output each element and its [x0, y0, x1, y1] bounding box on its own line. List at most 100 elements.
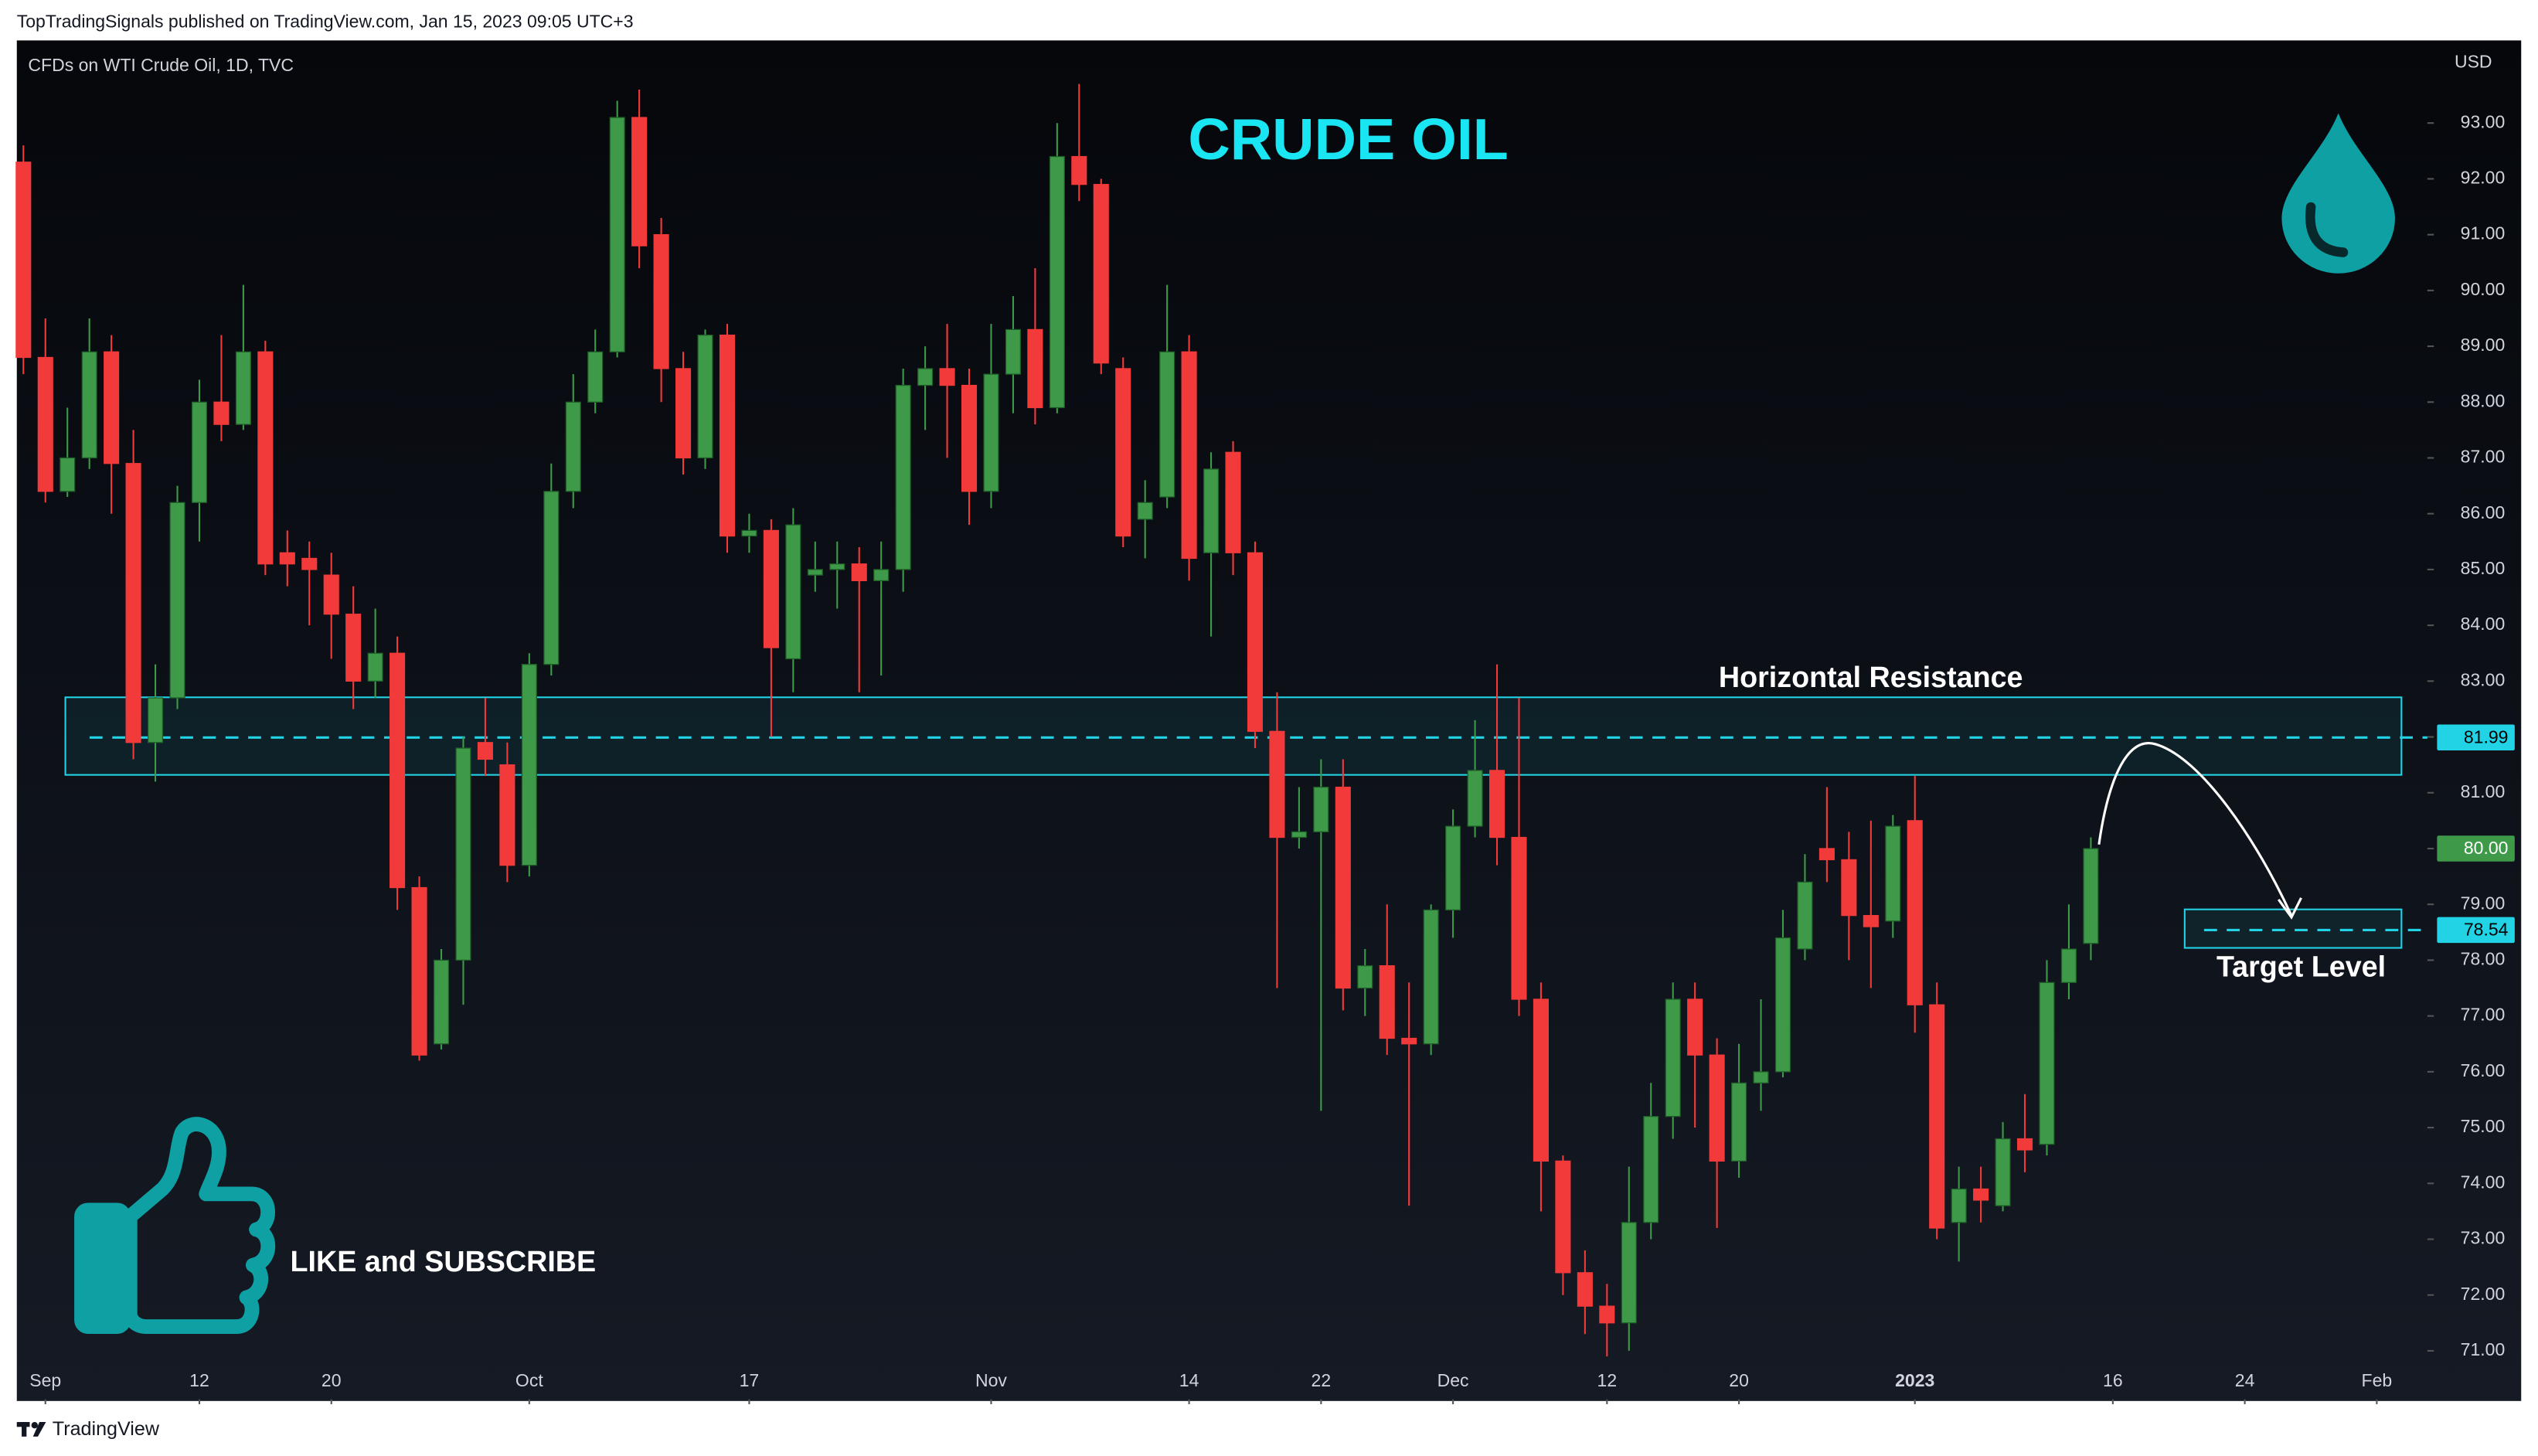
candle-body — [1907, 820, 1923, 1005]
x-tick-label: 12 — [1597, 1370, 1618, 1390]
candle-body — [81, 351, 97, 459]
y-tick-label: 72.00 — [2461, 1284, 2506, 1304]
candle-body — [301, 557, 318, 570]
x-tick-label: 24 — [2235, 1370, 2255, 1390]
candle-body — [697, 334, 713, 459]
candle-body — [1731, 1082, 1747, 1162]
currency: USD — [2455, 52, 2492, 72]
candle-body — [587, 351, 604, 403]
y-tick-label: 76.00 — [2461, 1060, 2506, 1080]
candle-body — [939, 368, 955, 386]
candle-body — [1621, 1222, 1637, 1324]
y-tick-label: 74.00 — [2461, 1172, 2506, 1192]
candle-body — [719, 334, 736, 537]
candle-body — [1181, 351, 1197, 560]
y-tick-label: 77.00 — [2461, 1005, 2506, 1025]
candle-body — [1313, 786, 1329, 832]
candle-body — [1488, 770, 1505, 839]
candle-body — [741, 529, 757, 537]
candle-body — [1291, 831, 1307, 839]
y-tick-label: 87.00 — [2461, 447, 2506, 467]
candle-body — [1774, 937, 1791, 1073]
candle-body — [213, 401, 230, 425]
candle-body — [1599, 1305, 1615, 1324]
candle-body — [763, 529, 779, 648]
x-tick-label: 22 — [1312, 1370, 1332, 1390]
candle-body — [785, 524, 801, 660]
candle-body — [2016, 1138, 2033, 1151]
candle-body — [1841, 859, 1857, 917]
x-tick-label: 20 — [322, 1370, 342, 1390]
candle-body — [1423, 909, 1439, 1045]
candle-body — [829, 563, 845, 570]
candle-body — [433, 959, 450, 1045]
candle-body — [1973, 1188, 1989, 1201]
candle-body — [104, 351, 120, 464]
candle-body — [1687, 998, 1703, 1056]
y-tick-label: 88.00 — [2461, 390, 2506, 410]
candle-body — [1577, 1272, 1593, 1307]
candle-body — [1555, 1160, 1571, 1274]
candle-body — [807, 569, 823, 576]
candle-body — [917, 368, 934, 386]
x-tick-label: Nov — [975, 1370, 1007, 1390]
cta: LIKE and SUBSCRIBE — [291, 1245, 597, 1277]
candle-body — [1818, 848, 1835, 861]
candle-body — [169, 502, 185, 699]
plot-background — [16, 40, 2522, 1401]
candle-body — [543, 491, 560, 665]
candle-body — [1951, 1188, 1967, 1223]
drop-icon — [2281, 113, 2395, 274]
candle-body — [257, 351, 274, 565]
candle-body — [961, 384, 978, 492]
candle-body — [983, 373, 999, 492]
y-tick-label: 84.00 — [2461, 614, 2506, 634]
x-tick-label: Feb — [2362, 1370, 2393, 1390]
candle-body — [1797, 881, 1813, 950]
symbol: CFDs on WTI Crude Oil, 1D, TVC — [28, 55, 294, 75]
candle-body — [1093, 184, 1109, 364]
x-tick-label: 17 — [740, 1370, 760, 1390]
candle-body — [1995, 1138, 2011, 1206]
candle-body — [1445, 825, 1461, 911]
x-tick-label: 2023 — [1895, 1370, 1934, 1390]
candle-body — [609, 117, 625, 352]
candle-body — [1863, 915, 1879, 927]
candle-body — [1467, 770, 1483, 827]
candle-body — [1115, 368, 1131, 537]
candle-body — [37, 356, 53, 492]
candle-body — [1511, 836, 1527, 1000]
candle-body — [1753, 1071, 1769, 1083]
price-tag — [2437, 917, 2515, 944]
candle-body — [1027, 328, 1043, 409]
candle-body — [15, 162, 32, 359]
candle-body — [2083, 848, 2099, 944]
candle-body — [125, 463, 141, 743]
candle-body — [1379, 965, 1395, 1039]
candle-body — [235, 351, 251, 425]
price-tag-label: 81.99 — [2464, 726, 2509, 747]
candle-body — [873, 569, 890, 581]
candle-body — [1533, 998, 1549, 1162]
resistance-label: Horizontal Resistance — [1719, 661, 2023, 693]
footer: TradingView — [53, 1418, 160, 1440]
levels — [64, 696, 2427, 949]
candle-body — [279, 552, 295, 565]
candle-body — [1049, 155, 1065, 409]
candle-body — [411, 886, 427, 1056]
thumbs-up-icon — [74, 1117, 276, 1334]
candle-body — [1159, 351, 1175, 498]
price-tag-label: 80.00 — [2464, 838, 2509, 858]
candle-body — [345, 614, 362, 682]
chart-title: CRUDE OIL — [1188, 107, 1508, 172]
candle-body — [1665, 998, 1681, 1118]
y-tick-label: 86.00 — [2461, 502, 2506, 522]
y-tick-label: 81.00 — [2461, 781, 2506, 801]
tradingview-logo — [16, 1422, 46, 1437]
candle-body — [1929, 1004, 1945, 1229]
y-tick-label: 75.00 — [2461, 1116, 2506, 1136]
y-tick-label: 90.00 — [2461, 279, 2506, 299]
y-tick-label: 85.00 — [2461, 558, 2506, 578]
candle-body — [895, 384, 911, 570]
